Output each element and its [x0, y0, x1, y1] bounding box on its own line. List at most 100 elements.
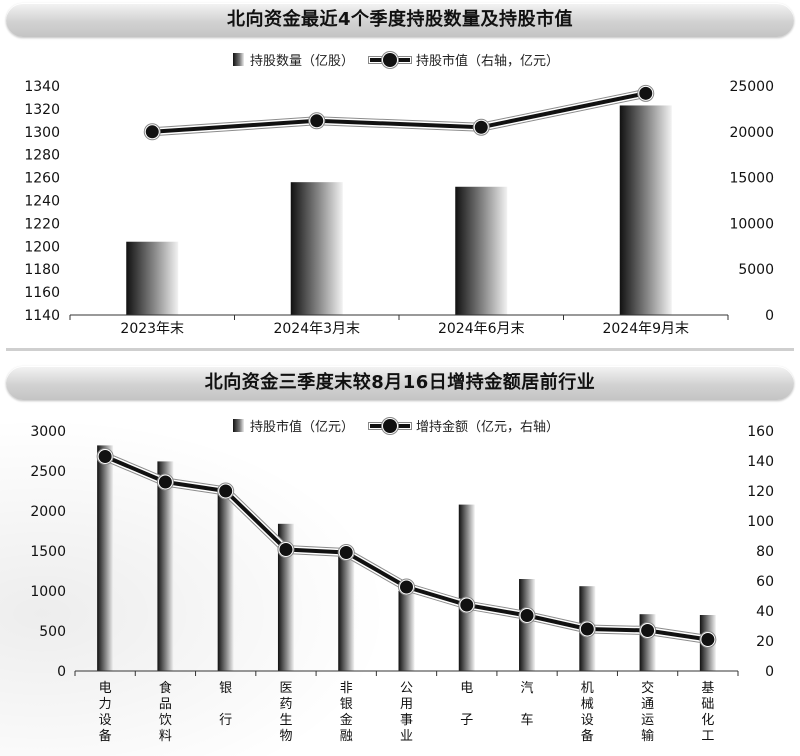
x-tick-label: 汽	[521, 681, 534, 696]
x-tick-label: 业	[400, 729, 413, 744]
chart-1-plot: 1140 1160 1180 1200 1220 1240 1260 1280 1300 1320…	[24, 79, 774, 337]
line-point	[400, 580, 413, 594]
x-tick-label: 械	[581, 697, 594, 712]
line-legend-label: 持股市值（右轴，亿元）	[416, 54, 560, 69]
x-tick-label: 电	[99, 681, 112, 696]
line-point	[641, 624, 655, 637]
y-left-tick-label: 1000	[30, 584, 66, 600]
y-left-tick-label: 2500	[30, 464, 66, 480]
bar	[126, 241, 179, 315]
bar-legend-label: 持股市值（亿元）	[250, 420, 355, 435]
x-tick-label: 2024年3月末	[273, 321, 360, 337]
x-tick-label: 通	[641, 697, 654, 712]
y-right-tick-label: 60	[756, 574, 774, 590]
section-divider	[6, 348, 794, 351]
y-left-tick-label: 3000	[30, 424, 66, 440]
y-right-tick-label: 80	[756, 544, 774, 560]
y-left-tick-label: 1280	[24, 148, 60, 164]
bar-legend-swatch	[233, 53, 244, 66]
bar	[455, 186, 508, 315]
x-tick-label: 物	[279, 729, 292, 744]
y-left-tick-label: 1300	[24, 125, 60, 141]
bar-legend-label: 持股数量（亿股）	[250, 54, 355, 69]
bar	[398, 591, 415, 671]
bar	[157, 461, 174, 671]
x-tick-label: 行	[219, 713, 232, 728]
x-tick-label: 药	[279, 697, 292, 712]
y-left-tick-label: 2000	[30, 504, 66, 520]
x-tick-label: 2023年末	[120, 321, 184, 337]
x-tick-label: 电	[460, 681, 473, 696]
line-point	[98, 450, 112, 463]
x-tick-label: 金	[340, 712, 353, 728]
chart-title: 北向资金三季度末较8月16日增持金额居前行业	[204, 372, 596, 393]
y-left-tick-label: 1320	[24, 102, 60, 118]
x-tick-label: 车	[521, 712, 534, 728]
y-left-tick-label: 1160	[24, 285, 60, 301]
y-left-tick-label: 1240	[24, 194, 60, 210]
line-point	[145, 125, 159, 139]
x-tick-label: 非	[340, 681, 353, 696]
x-tick-label: 础	[701, 697, 714, 712]
x-tick-label: 银	[340, 697, 353, 712]
line-point	[701, 633, 715, 646]
y-right-tick-label: 25000	[729, 79, 774, 95]
bar	[97, 445, 114, 671]
y-left-tick-label: 0	[57, 664, 66, 680]
y-right-tick-label: 10000	[729, 216, 774, 232]
x-tick-label: 事	[400, 713, 413, 728]
x-tick-label: 品	[159, 697, 172, 712]
y-left-tick-label: 1500	[30, 544, 66, 560]
y-left-tick-label: 1180	[24, 262, 60, 278]
line-point	[158, 475, 172, 489]
y-left-tick-label: 1340	[24, 79, 60, 95]
chart-title-bar: 北向资金最近4个季度持股数量及持股市值	[6, 3, 794, 37]
chart-legend: 持股数量（亿股） 持股市值（右轴，亿元）	[233, 50, 559, 69]
x-tick-label: 工	[701, 729, 714, 744]
y-right-tick-label: 5000	[738, 262, 774, 278]
bar	[619, 105, 672, 315]
x-tick-label: 子	[460, 713, 473, 728]
bar	[217, 493, 234, 671]
y-right-tick-label: 20000	[729, 125, 774, 141]
line-legend-swatch	[370, 52, 411, 67]
line-point	[474, 120, 488, 134]
y-right-tick-label: 120	[747, 484, 774, 500]
line-legend-label: 增持金额（亿元，右轴）	[416, 420, 560, 435]
y-right-tick-label: 40	[756, 604, 774, 620]
y-left-tick-label: 500	[39, 624, 66, 640]
y-right-tick-label: 140	[747, 454, 774, 470]
x-tick-label: 设	[99, 713, 112, 728]
x-tick-label: 融	[340, 729, 353, 744]
line-point	[339, 546, 353, 559]
line-point	[639, 86, 653, 100]
x-tick-label: 运	[641, 713, 654, 728]
x-tick-label: 医	[279, 681, 292, 696]
x-tick-label: 设	[581, 713, 594, 728]
x-tick-label: 生	[279, 713, 292, 728]
chart-title: 北向资金最近4个季度持股数量及持股市值	[226, 9, 574, 30]
line-point	[219, 484, 233, 498]
y-right-tick-label: 0	[765, 664, 774, 680]
x-tick-label: 化	[701, 713, 714, 728]
line-point	[460, 598, 474, 612]
y-left-tick-label: 1200	[24, 239, 60, 255]
bar	[519, 579, 536, 671]
y-left-tick-label: 1140	[24, 308, 60, 324]
x-tick-label: 机	[581, 681, 594, 696]
chart-panel-1: 北向资金最近4个季度持股数量及持股市值 持股数量（亿股） 持股市值（右轴，亿元）…	[0, 0, 800, 348]
x-tick-label: 公	[400, 681, 413, 696]
x-tick-label: 饮	[159, 713, 172, 728]
line-point	[310, 114, 324, 128]
bar	[290, 182, 343, 315]
line-legend-swatch	[370, 418, 411, 433]
x-tick-label: 备	[581, 728, 594, 744]
y-right-tick-label: 0	[765, 308, 774, 324]
chart-2-plot: 0 500 1000 1500 2000 2500 3000 0 20 40 60 80 100 120 1…	[30, 424, 774, 744]
x-tick-label: 2024年6月末	[438, 321, 525, 337]
x-tick-label: 交	[641, 680, 654, 696]
x-tick-label: 2024年9月末	[602, 321, 689, 337]
y-right-tick-label: 15000	[729, 171, 774, 187]
line-point	[580, 622, 594, 636]
x-tick-label: 银	[219, 681, 232, 696]
